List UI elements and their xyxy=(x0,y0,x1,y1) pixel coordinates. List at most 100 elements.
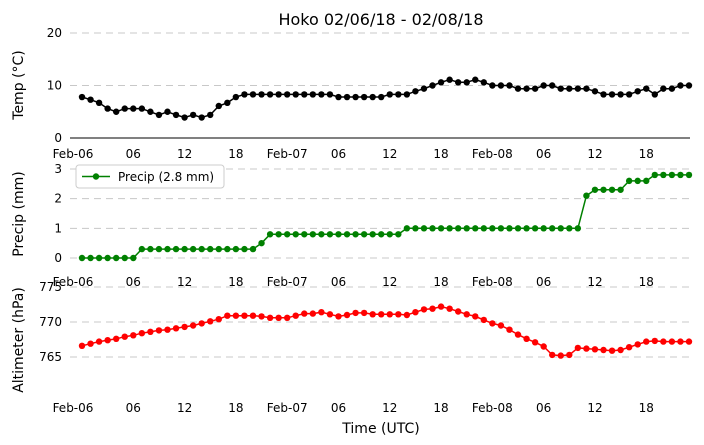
panel-3-data-point xyxy=(78,342,86,349)
panel-1-data-point xyxy=(232,93,240,101)
panel-2-data-point xyxy=(266,231,274,238)
panel-1-data-point xyxy=(685,82,693,89)
panel-2-data-point xyxy=(454,225,462,232)
panel-1-data-point xyxy=(283,91,291,98)
panel-3-data-point xyxy=(275,314,282,321)
panel-3-xtick-label: 18 xyxy=(228,401,243,415)
panel-3-xtick-label: 06 xyxy=(536,401,551,415)
panel-3-ylabel: Altimeter (hPa) xyxy=(11,287,27,393)
panel-1-data-point xyxy=(326,91,334,98)
panel-1-data-point xyxy=(121,105,128,112)
panel-1-data-point xyxy=(506,82,513,89)
panel-3-data-point xyxy=(454,308,462,315)
panel-1-xtick-label: 18 xyxy=(228,147,243,161)
panel-2-data-point xyxy=(429,225,436,232)
panel-3-ytick-label: 775 xyxy=(39,280,62,294)
panel-3-data-point xyxy=(437,303,445,310)
panel-3-data-point xyxy=(215,316,222,323)
panel-1-data-point xyxy=(172,111,180,119)
panel-2-data-point xyxy=(301,231,308,238)
panel-3-data-point xyxy=(172,325,180,332)
chart-title: Hoko 02/06/18 - 02/08/18 xyxy=(278,10,483,29)
panel-3-xtick-label: 18 xyxy=(639,401,654,415)
panel-1-data-point xyxy=(369,93,376,101)
panel-3-data-point xyxy=(198,320,205,327)
panel-2-data-point xyxy=(326,231,334,238)
panel-2-data-point xyxy=(130,254,137,262)
panel-2-data-point xyxy=(352,231,359,238)
panel-1-xtick-label: 06 xyxy=(126,147,141,161)
panel-1-xtick-label: 06 xyxy=(331,147,346,161)
panel-3-data-point xyxy=(249,312,257,319)
panel-1-data-point xyxy=(566,85,573,92)
panel-1-data-point xyxy=(138,105,146,112)
panel-2-data-point xyxy=(463,225,470,232)
panel-1-data-point xyxy=(608,91,616,98)
panel-2-data-point xyxy=(258,239,265,247)
panel-1-data-point xyxy=(292,91,299,98)
panel-2-data-point xyxy=(386,231,393,238)
panel-1-data-point xyxy=(189,111,197,119)
legend-box xyxy=(75,164,225,189)
panel-1-data-point xyxy=(412,88,419,95)
panel-1-data-point xyxy=(472,76,479,83)
panel-3-data-point xyxy=(480,316,488,324)
panel-2-ytick-label: 0 xyxy=(54,251,62,265)
panel-3-data-point xyxy=(412,309,419,316)
panel-3-xtick-label: Feb-06 xyxy=(53,401,94,415)
panel-2-data-point xyxy=(78,254,86,262)
panel-2-xtick-label: Feb-06 xyxy=(53,275,94,289)
panel-2-data-point xyxy=(497,225,505,232)
panel-1-data-point xyxy=(335,93,342,101)
panel-1-data-point xyxy=(420,85,428,92)
panel-1-data-point xyxy=(275,91,282,98)
panel-3-xtick-label: 12 xyxy=(382,401,397,415)
panel-2-data-point xyxy=(309,231,317,238)
panel-2-xtick-label: 12 xyxy=(382,275,397,289)
panel-2-data-point xyxy=(660,171,667,179)
panel-1-data-point xyxy=(258,91,265,98)
panel-1-data-point xyxy=(668,85,676,92)
panel-2-data-point xyxy=(531,225,539,232)
panel-1-data-point xyxy=(523,85,530,92)
panel-2-data-point xyxy=(420,225,428,232)
panel-1-xtick-label: 12 xyxy=(587,147,602,161)
panel-2-xtick-label: 06 xyxy=(331,275,346,289)
panel-3-data-point xyxy=(634,341,641,348)
panel-2-data-point xyxy=(189,245,197,253)
panel-1-data-point xyxy=(480,79,488,86)
panel-2-data-point xyxy=(318,231,325,238)
panel-2-data-point xyxy=(335,231,342,238)
panel-2-data-point xyxy=(489,225,496,232)
panel-3-xtick-label: Feb-07 xyxy=(267,401,308,415)
panel-1-data-point xyxy=(78,93,86,101)
panel-2-data-point xyxy=(155,245,163,253)
panel-2-data-point xyxy=(480,225,488,232)
panel-1-data-point xyxy=(352,93,359,101)
panel-1-data-point xyxy=(266,91,274,98)
panel-1-data-point xyxy=(360,93,368,101)
panel-2-data-point xyxy=(360,231,368,238)
panel-3-xtick-label: 06 xyxy=(126,401,141,415)
panel-3-data-point xyxy=(378,311,385,318)
panel-2-data-point xyxy=(87,254,94,262)
x-axis-title: Time (UTC) xyxy=(341,421,419,437)
panel-1-data-point xyxy=(574,85,582,92)
panel-1-data-point xyxy=(164,108,171,115)
panel-1-data-point xyxy=(437,79,445,86)
panel-2-data-point xyxy=(506,225,513,232)
panel-3-data-point xyxy=(112,335,120,342)
panel-1-data-point xyxy=(207,111,214,119)
panel-3-data-point xyxy=(643,338,650,345)
panel-2-data-point xyxy=(514,225,522,232)
panel-3-data-point xyxy=(360,309,368,317)
panel-3-data-point xyxy=(181,323,188,331)
panel-1-data-point xyxy=(403,91,411,98)
panel-3-data-point xyxy=(591,346,599,353)
panel-2-data-point xyxy=(557,225,564,232)
panel-1-data-point xyxy=(660,85,667,92)
panel-3-data-point xyxy=(369,311,376,318)
panel-1-data-point xyxy=(309,91,317,98)
panel-3-data-point xyxy=(625,344,633,351)
panel-2-data-point xyxy=(207,245,214,253)
